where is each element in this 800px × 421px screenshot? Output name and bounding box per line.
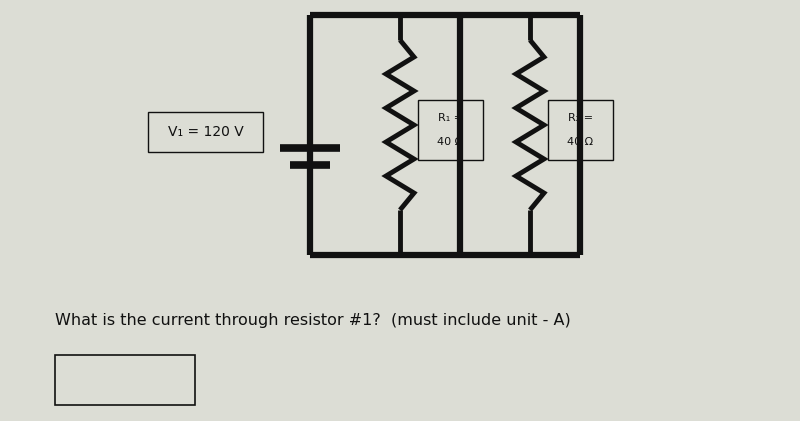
Text: 40 Ω: 40 Ω — [567, 137, 594, 147]
Text: 40 Ω: 40 Ω — [438, 137, 463, 147]
Text: R₂ =: R₂ = — [568, 113, 593, 123]
Text: What is the current through resistor #1?  (must include unit - A): What is the current through resistor #1?… — [55, 312, 570, 328]
Bar — [55, 355, 195, 405]
Bar — [418, 100, 483, 160]
Bar — [148, 112, 263, 152]
Bar — [548, 100, 613, 160]
Text: R₁ =: R₁ = — [438, 113, 463, 123]
Text: V₁ = 120 V: V₁ = 120 V — [168, 125, 243, 139]
